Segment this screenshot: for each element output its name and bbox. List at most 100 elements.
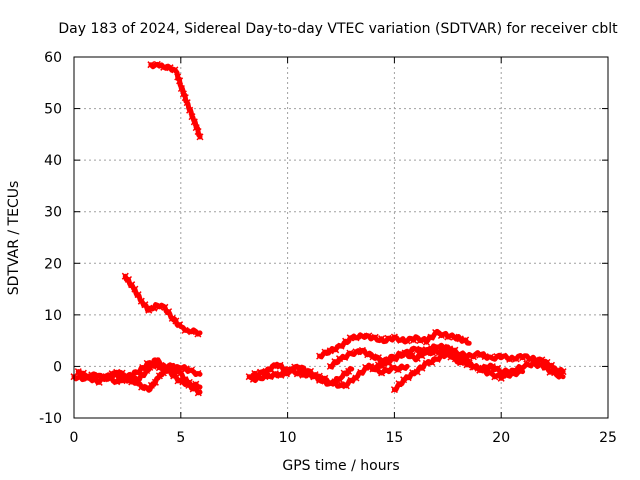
series-point — [469, 353, 477, 361]
y-tick-label: 60 — [44, 50, 62, 66]
series-point — [397, 336, 405, 344]
series-point — [166, 64, 174, 72]
series-point — [266, 373, 274, 381]
series-point — [188, 113, 196, 121]
series-point — [332, 379, 340, 387]
series-point — [160, 63, 168, 71]
series-point — [133, 378, 141, 386]
series-point — [369, 365, 377, 373]
series-point — [476, 351, 484, 359]
series-point — [447, 353, 455, 361]
series-point — [288, 367, 296, 375]
series-point — [442, 350, 450, 359]
series-point — [107, 374, 115, 382]
series-point — [118, 377, 126, 385]
series-point — [153, 60, 161, 68]
series-point — [183, 99, 191, 107]
series-point — [271, 370, 279, 378]
series-point — [299, 371, 307, 379]
series-point — [369, 353, 377, 361]
series-point — [143, 384, 151, 392]
series-point — [187, 328, 196, 336]
series-point — [457, 359, 465, 367]
series-point — [435, 349, 443, 357]
series-point — [172, 367, 180, 375]
series-point — [346, 334, 354, 342]
series-point — [385, 359, 393, 367]
series-point — [417, 346, 425, 354]
y-tick-label: 10 — [44, 308, 62, 324]
series-point — [371, 333, 379, 341]
series-point — [506, 355, 514, 363]
series-point — [304, 370, 312, 378]
series-point — [147, 61, 155, 69]
series-point — [282, 370, 290, 378]
series-point — [422, 349, 430, 357]
series-point — [536, 361, 544, 369]
series-point — [365, 332, 373, 340]
series-point — [364, 351, 372, 359]
series-point — [422, 359, 430, 367]
series-point — [390, 355, 398, 363]
series-point — [510, 370, 518, 378]
series-point — [432, 328, 440, 337]
series-point — [551, 369, 559, 377]
x-tick-labels: 0 5 10 15 20 25 — [70, 430, 617, 446]
series-point — [187, 366, 196, 374]
y-axis-label: SDTVAR / TECUs — [6, 181, 22, 296]
series-point — [383, 366, 391, 374]
series-point — [523, 360, 531, 368]
series-point — [177, 84, 185, 93]
series-point — [150, 304, 158, 312]
series-point — [450, 333, 458, 341]
series-point — [384, 334, 392, 342]
series-point — [451, 355, 459, 363]
x-axis-label: GPS time / hours — [282, 458, 399, 474]
x-tick-label: 10 — [279, 430, 297, 446]
series-point — [131, 285, 139, 293]
series-point — [352, 334, 360, 342]
series-point — [352, 374, 360, 382]
series-point — [378, 369, 386, 377]
series-point — [504, 371, 512, 379]
series-point — [124, 275, 133, 284]
series-point — [174, 73, 182, 81]
series-point — [321, 374, 329, 382]
series-point — [128, 375, 136, 383]
series-point — [95, 378, 103, 386]
series-point — [345, 367, 353, 375]
series-point — [326, 379, 334, 387]
x-tick-label: 25 — [599, 430, 617, 446]
series-point — [347, 376, 355, 384]
series-point — [494, 364, 502, 372]
series-point — [497, 374, 505, 382]
series-point — [479, 365, 487, 373]
series-point — [529, 358, 537, 366]
axis-ticks — [73, 56, 609, 419]
series-point — [123, 373, 131, 381]
series-point — [181, 326, 189, 334]
series-point — [543, 358, 551, 366]
series-point — [410, 336, 418, 344]
series-point — [416, 337, 424, 345]
series-point — [192, 124, 200, 132]
series-point — [190, 118, 198, 126]
series-point — [321, 348, 329, 356]
series-point — [176, 77, 184, 85]
series-point — [499, 352, 507, 360]
series-point — [141, 301, 149, 309]
y-tick-label: -10 — [39, 411, 62, 427]
series-point — [380, 360, 388, 368]
series-point — [469, 363, 477, 371]
series-point — [406, 348, 414, 356]
series-point — [145, 306, 153, 314]
series-point — [182, 365, 190, 373]
series-point — [342, 382, 350, 390]
series-point — [396, 351, 404, 359]
y-tick-label: 50 — [44, 102, 62, 118]
series-point — [463, 361, 471, 369]
series-point — [394, 366, 402, 374]
series-point — [474, 364, 482, 372]
series-point — [389, 364, 397, 372]
series-point — [358, 332, 366, 340]
